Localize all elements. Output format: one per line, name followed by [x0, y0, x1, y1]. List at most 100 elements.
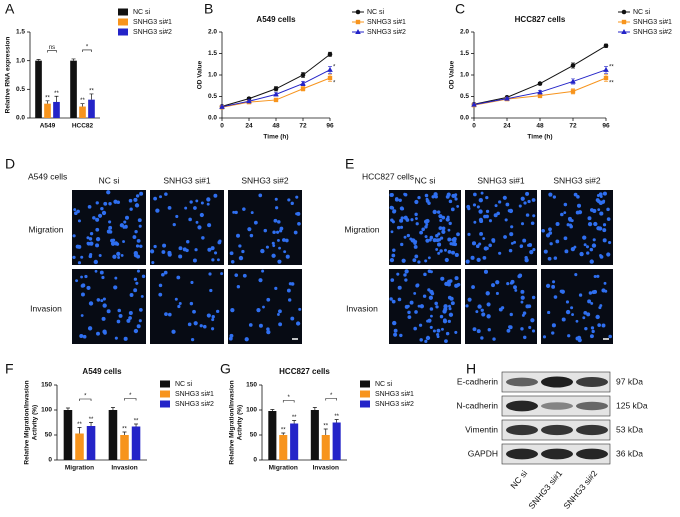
cell	[271, 253, 276, 258]
cell	[234, 273, 239, 277]
x-tick-label: 72	[569, 123, 577, 130]
legend-marker	[621, 29, 627, 34]
cell	[272, 230, 276, 235]
cell	[87, 326, 93, 331]
cell	[153, 196, 158, 201]
cell	[456, 204, 460, 208]
cell	[417, 260, 421, 264]
cell	[172, 222, 176, 227]
bracket	[124, 398, 137, 401]
cell	[283, 250, 287, 254]
cell	[425, 238, 430, 243]
y-tick-label: 0.5	[460, 93, 469, 100]
bar	[53, 101, 60, 118]
error-bar	[36, 59, 41, 61]
cell	[290, 282, 295, 286]
cell	[448, 312, 454, 317]
micrograph	[228, 190, 302, 265]
size-label: 53 kDa	[616, 424, 643, 434]
cell	[230, 260, 235, 264]
error-bar	[65, 407, 70, 410]
cell	[124, 215, 130, 220]
cell	[99, 270, 104, 275]
point	[537, 89, 543, 95]
blot-band	[576, 424, 608, 436]
column-label: NC si	[99, 175, 120, 185]
cell	[587, 222, 593, 227]
cell	[390, 206, 395, 210]
cell	[108, 225, 113, 230]
bracket	[79, 398, 92, 401]
cell	[508, 248, 513, 253]
cell	[590, 301, 594, 305]
size-label: 36 kDa	[616, 448, 643, 458]
cell	[108, 202, 112, 206]
cell	[601, 200, 605, 204]
cell	[135, 281, 139, 285]
x-tick-label: 48	[536, 123, 544, 130]
point	[327, 66, 333, 72]
bracket-label: *	[86, 45, 89, 51]
cell	[578, 293, 583, 297]
point	[570, 78, 576, 84]
legend-label: SNHG3 si#1	[375, 391, 414, 398]
legend-marker	[355, 29, 361, 34]
cell	[258, 323, 263, 328]
cell	[102, 297, 106, 301]
cell	[429, 289, 434, 295]
cell	[177, 304, 181, 309]
cell	[444, 281, 449, 287]
panel-label: D	[5, 156, 15, 172]
point	[570, 63, 576, 68]
legend-label: SNHG3 si#2	[367, 29, 406, 36]
cell	[488, 243, 492, 248]
cell	[486, 302, 491, 307]
legend-swatch	[160, 400, 170, 408]
cell	[206, 197, 211, 202]
cell	[242, 273, 247, 278]
cell	[480, 336, 484, 340]
cell	[202, 324, 207, 329]
cell	[513, 285, 517, 290]
cell	[486, 314, 491, 319]
cell	[228, 336, 233, 341]
panel-label: B	[204, 1, 213, 17]
cell	[248, 323, 253, 327]
legend-label: NC si	[133, 9, 151, 16]
cell	[450, 301, 455, 306]
significance: **	[134, 419, 139, 425]
cell	[424, 339, 428, 343]
cell	[238, 255, 244, 261]
x-tick-label: 0	[220, 123, 224, 130]
cell	[77, 244, 82, 249]
cell	[448, 279, 453, 283]
cell	[606, 217, 611, 221]
cell	[560, 212, 564, 217]
cell	[117, 308, 122, 313]
cell	[485, 291, 490, 296]
cell	[593, 221, 598, 227]
cell	[454, 276, 459, 281]
cell	[541, 228, 545, 233]
cell	[138, 224, 142, 228]
x-tick-label: 72	[299, 123, 307, 130]
cell	[287, 198, 291, 202]
cell	[510, 242, 514, 245]
cell	[187, 322, 192, 327]
cell	[238, 244, 242, 248]
cell	[591, 290, 596, 295]
cell	[278, 309, 282, 314]
legend-swatch	[360, 400, 370, 408]
cell	[188, 217, 192, 222]
cell	[415, 222, 419, 226]
cell	[138, 308, 143, 312]
cell	[236, 285, 241, 289]
cell	[438, 226, 443, 231]
cell	[419, 338, 423, 342]
cell	[213, 251, 218, 255]
significance: **	[89, 417, 94, 423]
cell	[589, 247, 594, 252]
cell	[123, 336, 128, 341]
y-axis-label: Activity (%)	[32, 405, 39, 440]
cell	[440, 327, 444, 331]
